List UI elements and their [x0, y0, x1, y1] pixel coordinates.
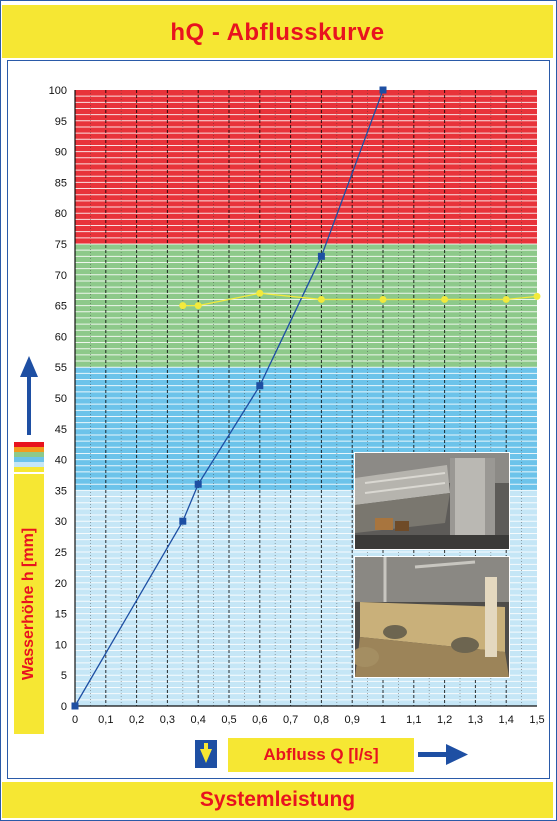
y-tick-label: 20	[55, 578, 67, 590]
data-point-square	[317, 252, 325, 260]
x-tick-label: 1	[380, 714, 386, 726]
y-tick-label: 95	[55, 116, 67, 128]
zone-swatch	[14, 457, 44, 462]
zone-swatch	[14, 452, 44, 457]
y-tick-label: 90	[55, 147, 67, 159]
x-tick-label: 1,4	[499, 714, 514, 726]
x-tick-label: 1,2	[437, 714, 452, 726]
data-point-square	[71, 702, 79, 710]
x-tick-label: 0,6	[252, 714, 267, 726]
data-point-circle	[256, 289, 264, 297]
x-tick-label: 0,2	[129, 714, 144, 726]
y-tick-label: 0	[61, 701, 67, 713]
y-tick-label: 40	[55, 455, 67, 467]
y-tick-label: 50	[55, 393, 67, 405]
x-tick-label: 0,5	[221, 714, 236, 726]
zone-swatch	[14, 467, 44, 472]
data-point-circle	[194, 302, 202, 310]
data-point-square	[379, 86, 387, 94]
data-series	[71, 86, 541, 710]
tick-labels: 0510152025303540455055606570758085909510…	[49, 85, 545, 726]
x-tick-label: 0,4	[191, 714, 206, 726]
y-tick-label: 80	[55, 208, 67, 220]
x-axis-label-box: Abfluss Q [l/s]	[228, 738, 414, 772]
photo-flume-overview	[355, 453, 509, 549]
x-tick-label: 1,3	[468, 714, 483, 726]
page-title: hQ - Abflusskurve	[170, 19, 385, 46]
x-tick-label: 0,1	[98, 714, 113, 726]
photo-top	[354, 452, 510, 550]
x-tick-label: 0,9	[345, 714, 360, 726]
y-tick-label: 60	[55, 331, 67, 343]
data-point-circle	[502, 295, 510, 303]
zone-band-0	[75, 90, 537, 244]
y-tick-label: 100	[49, 85, 67, 97]
arrow-up-icon	[20, 356, 38, 377]
data-point-circle	[533, 292, 541, 300]
arrow-down-shaft	[204, 743, 208, 751]
axis-arrows	[14, 356, 468, 768]
photo-weir-plate	[355, 557, 509, 677]
data-point-square	[256, 382, 264, 390]
y-tick-label: 75	[55, 239, 67, 251]
x-tick-label: 1,5	[529, 714, 544, 726]
data-point-circle	[379, 295, 387, 303]
x-tick-label: 0,3	[160, 714, 175, 726]
x-tick-label: 0,8	[314, 714, 329, 726]
arrow-right-icon	[446, 744, 468, 765]
data-point-circle	[317, 295, 325, 303]
y-tick-label: 25	[55, 547, 67, 559]
data-point-square	[179, 517, 187, 525]
y-tick-label: 15	[55, 609, 67, 621]
photo-bottom	[354, 556, 510, 678]
y-tick-label: 65	[55, 301, 67, 313]
footer-bar: Systemleistung	[2, 782, 553, 818]
x-tick-label: 0	[72, 714, 78, 726]
x-tick-label: 0,7	[283, 714, 298, 726]
x-axis-label: Abfluss Q [l/s]	[263, 745, 379, 764]
y-tick-label: 70	[55, 270, 67, 282]
arrow-right-shaft	[418, 752, 448, 757]
header-bar: hQ - Abflusskurve	[2, 5, 553, 58]
arrow-down-icon	[200, 749, 212, 763]
y-tick-label: 85	[55, 177, 67, 189]
data-point-circle	[179, 302, 187, 310]
y-tick-label: 5	[61, 670, 67, 682]
y-tick-label: 35	[55, 485, 67, 497]
x-tick-label: 1,1	[406, 714, 421, 726]
data-point-square	[194, 480, 202, 488]
y-tick-label: 45	[55, 424, 67, 436]
series-line-1	[182, 292, 538, 307]
y-axis-label-box	[14, 474, 44, 734]
zone-swatch	[14, 447, 44, 452]
footer-title: Systemleistung	[199, 788, 356, 811]
y-tick-label: 30	[55, 516, 67, 528]
y-tick-label: 55	[55, 362, 67, 374]
y-tick-label: 10	[55, 639, 67, 651]
data-point-circle	[441, 295, 449, 303]
series-line-0	[74, 89, 384, 707]
zone-swatch	[14, 442, 44, 447]
arrow-up-shaft	[27, 375, 31, 435]
chart-border	[7, 60, 550, 779]
y-axis-label: Wasserhöhe h [mm]	[20, 527, 37, 681]
zone-swatch	[14, 462, 44, 467]
